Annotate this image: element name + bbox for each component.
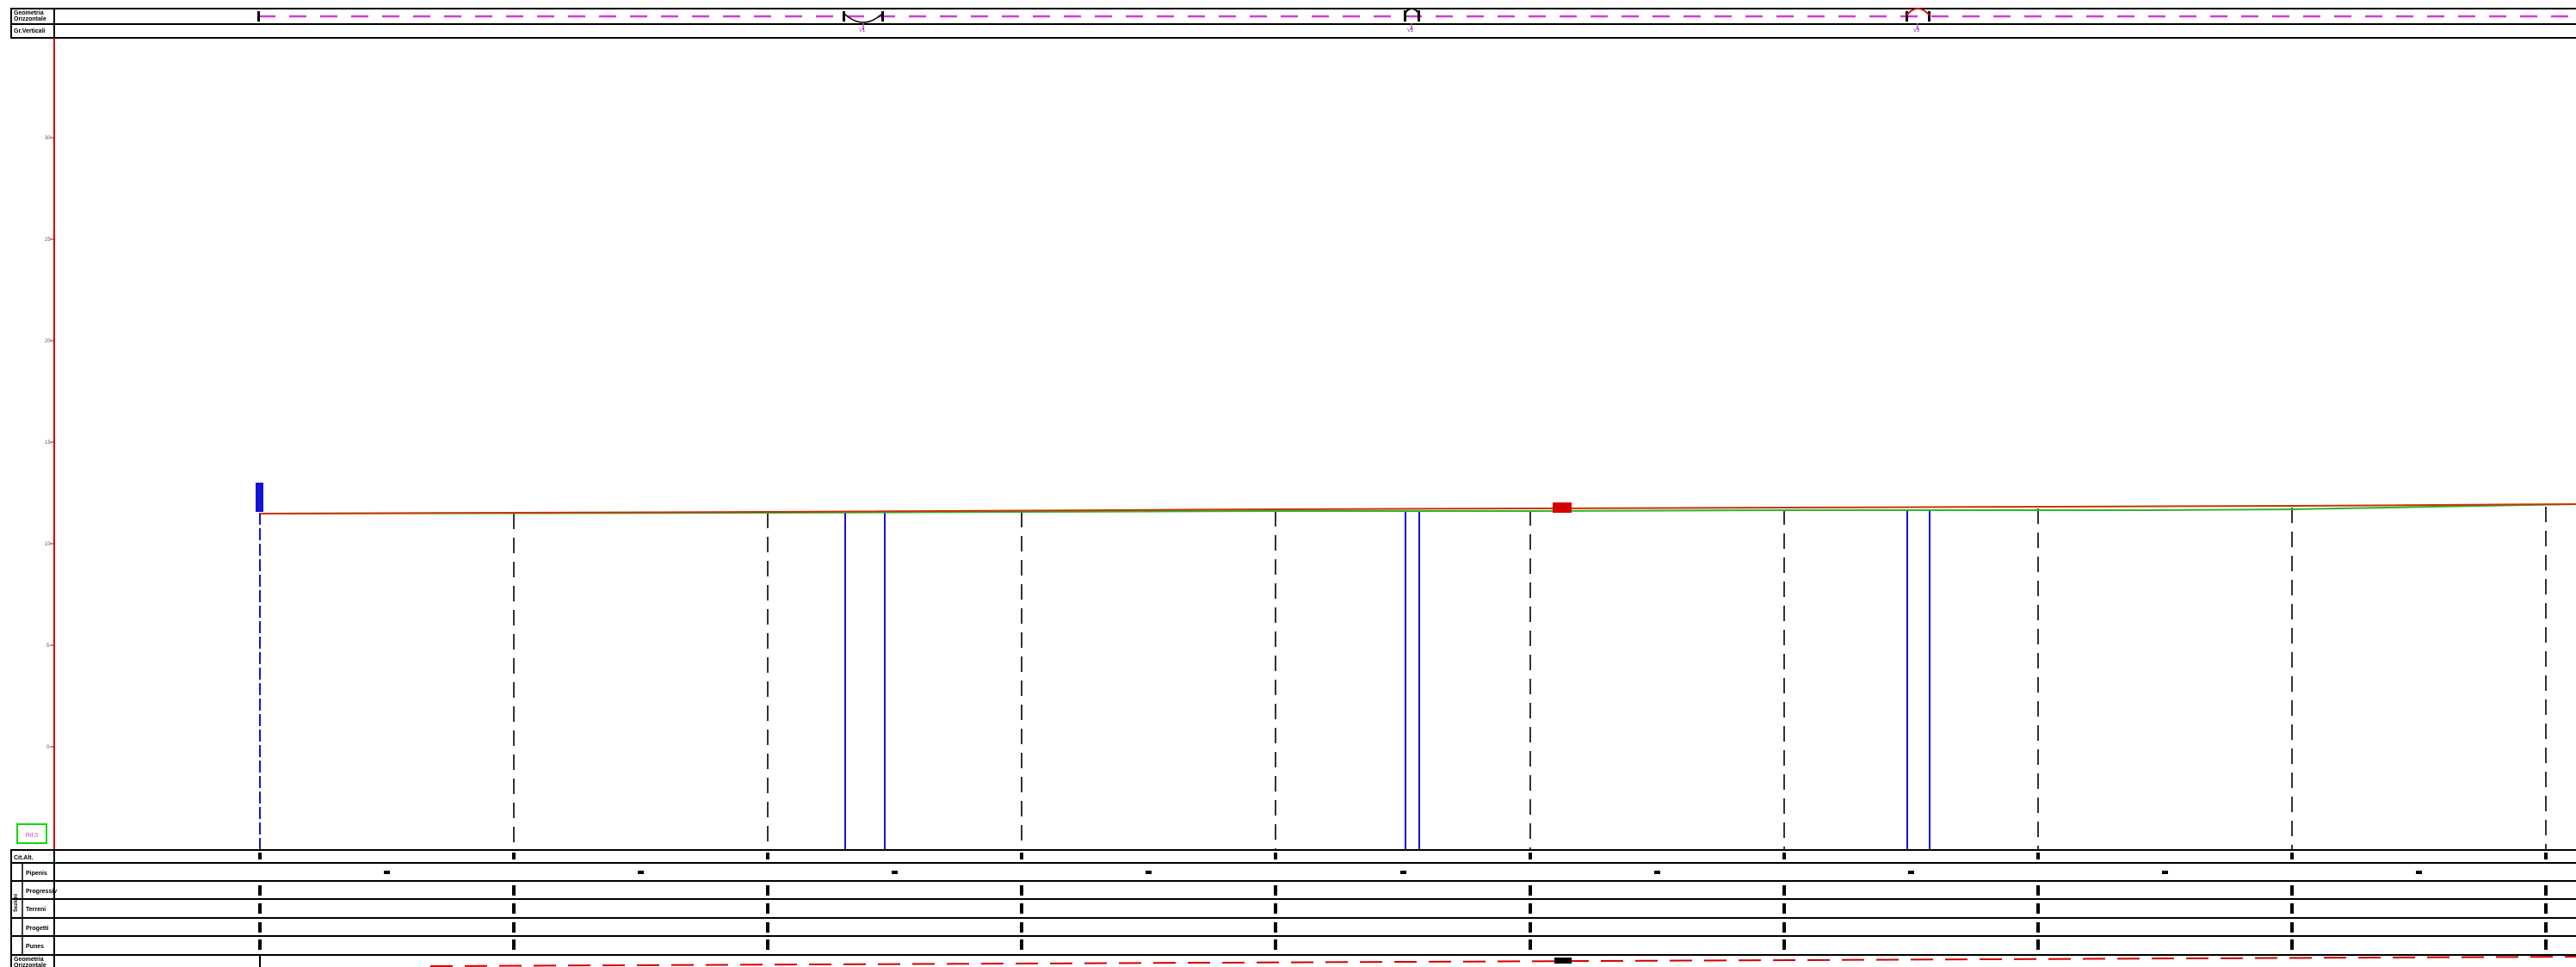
y-tick-label: 10	[45, 542, 51, 547]
row-label-punes: Punes	[26, 944, 44, 950]
horizontal-curve-3	[1906, 8, 1930, 30]
horizontal-geometry-label: Geometria Orizzontale	[14, 10, 46, 22]
partial-distance-marks	[384, 871, 2422, 874]
y-tick-label: 20	[45, 339, 51, 344]
station-grid	[513, 507, 2547, 850]
bottom-geometry-marker	[1554, 958, 1572, 964]
bridge-piers	[844, 509, 1930, 850]
vertical-curve-tag-1: V1	[859, 28, 866, 34]
y-tick-label: 30	[45, 136, 51, 141]
row-label-geometria: Geometria Orizzontale	[14, 957, 46, 967]
vertical-geometry-label: Gr.Verticali	[14, 28, 46, 34]
terrain-line	[259, 503, 2576, 514]
design-grade-line	[259, 503, 2576, 514]
vertical-curve-tag-2: V2	[1407, 28, 1414, 34]
row-label-progetti: Progetti	[26, 926, 49, 932]
start-abutment	[256, 483, 263, 850]
row-label-cit-alt: Cit.Alt.	[14, 855, 34, 861]
datum-box-label: Rif.0	[26, 833, 39, 839]
horizontal-curve-1	[843, 11, 884, 30]
grade-break-marker	[1553, 502, 1572, 513]
vertical-curve-tag-3: V3	[1913, 28, 1920, 34]
y-tick-label: 5	[46, 644, 50, 649]
horizontal-curve-2	[1404, 8, 1420, 30]
bottom-bands: Cit.Alt. Pipenis Progressiv Terreni Prog…	[10, 849, 2576, 967]
row-label-terreni: Terreni	[26, 907, 46, 913]
y-tick-label: 0	[46, 745, 50, 750]
row-label-pipenis: Pipenis	[26, 871, 47, 877]
y-tick-label: 15	[45, 440, 51, 446]
top-bands: Geometria Orizzontale Gr.Verticali V1	[10, 8, 2576, 39]
side-group-label: Sezioni	[14, 894, 19, 912]
start-marker	[257, 11, 260, 22]
bottom-geometry-line	[429, 956, 2576, 967]
station-ticks	[258, 853, 2548, 950]
datum-box: Rif.0	[16, 823, 47, 844]
y-tick-label: 25	[45, 237, 51, 243]
elevation-axis: 30 25 20 15 10 5 0	[45, 38, 55, 850]
row-label-progressiv: Progressiv	[26, 889, 57, 895]
